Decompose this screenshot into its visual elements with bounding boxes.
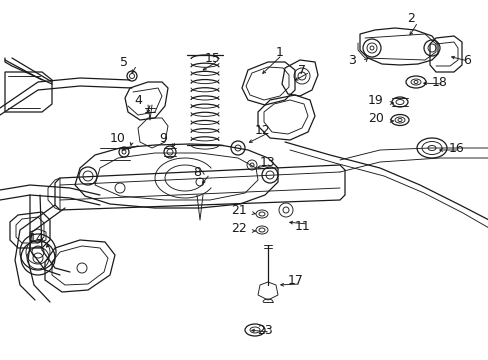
Text: 17: 17	[287, 274, 304, 287]
Text: 2: 2	[406, 12, 414, 24]
Text: 19: 19	[367, 94, 383, 107]
Text: 13: 13	[260, 156, 275, 168]
Text: 9: 9	[159, 131, 166, 144]
Text: 16: 16	[448, 141, 464, 154]
Text: 8: 8	[193, 166, 201, 179]
Text: 1: 1	[276, 45, 284, 58]
Text: 11: 11	[295, 220, 310, 233]
Text: 20: 20	[367, 112, 383, 125]
Text: 22: 22	[231, 221, 246, 234]
Text: 10: 10	[110, 131, 126, 144]
Text: 3: 3	[347, 54, 355, 67]
Text: 15: 15	[204, 51, 221, 64]
Text: 14: 14	[29, 231, 45, 244]
Text: 21: 21	[231, 203, 246, 216]
Text: 6: 6	[462, 54, 470, 67]
Text: 23: 23	[257, 324, 272, 337]
Text: 4: 4	[134, 94, 142, 107]
Text: 18: 18	[431, 76, 447, 89]
Text: 7: 7	[297, 63, 305, 77]
Text: 12: 12	[255, 123, 270, 136]
Text: 5: 5	[120, 55, 128, 68]
